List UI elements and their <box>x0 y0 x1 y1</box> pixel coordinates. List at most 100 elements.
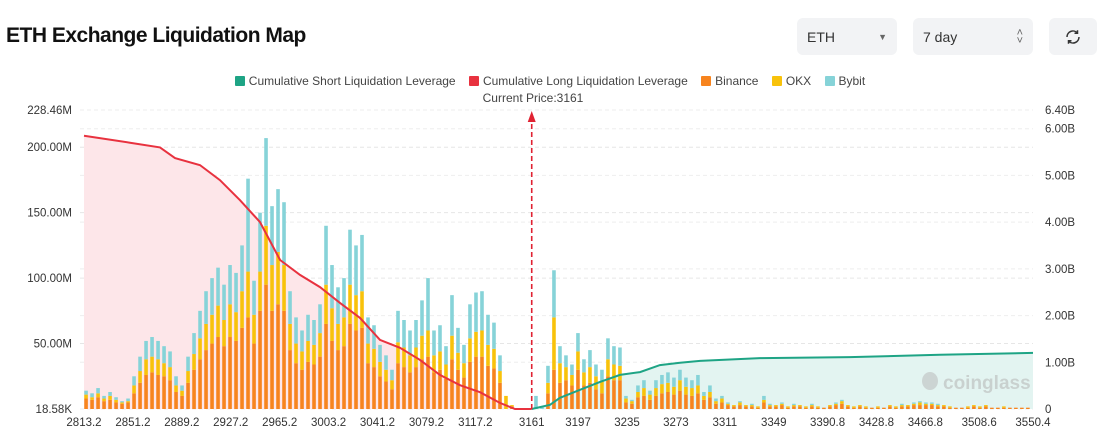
legend-swatch <box>824 76 835 86</box>
bar-okx <box>780 403 784 406</box>
bar-binance <box>234 340 238 409</box>
legend-swatch <box>701 76 712 86</box>
bar-binance <box>354 330 358 409</box>
bar-bybit <box>780 402 784 404</box>
y-left-tick-label: 150.00M <box>27 208 72 220</box>
bar-binance <box>492 368 496 409</box>
bar-okx <box>366 343 370 364</box>
bar-bybit <box>186 356 190 372</box>
bar-okx <box>696 385 700 394</box>
bar-binance <box>762 402 766 409</box>
legend-item-short[interactable]: Cumulative Short Liquidation Leverage <box>234 74 456 88</box>
bar-bybit <box>432 330 436 356</box>
bar-okx <box>576 351 580 370</box>
bar-okx <box>756 406 760 408</box>
bar-okx <box>138 371 142 383</box>
bar-okx <box>486 344 490 366</box>
bar-binance <box>432 372 436 409</box>
bar-bybit <box>468 304 472 339</box>
legend-item-binance[interactable]: Binance <box>701 74 758 88</box>
bar-binance <box>402 367 406 409</box>
bar-bybit <box>120 401 124 403</box>
bar-okx <box>420 335 424 360</box>
bar-okx <box>96 393 100 398</box>
bar-binance <box>1002 407 1006 409</box>
bar-binance <box>546 393 550 409</box>
bar-binance <box>240 327 244 409</box>
coin-select[interactable]: ETH ▼ <box>797 18 897 55</box>
bar-bybit <box>90 393 94 398</box>
bar-binance <box>462 377 466 409</box>
refresh-button[interactable] <box>1049 18 1097 55</box>
bar-binance <box>390 389 394 409</box>
bar-binance <box>126 402 130 409</box>
bar-binance <box>348 323 352 409</box>
bar-binance <box>168 380 172 409</box>
bar-binance <box>648 399 652 409</box>
bar-binance <box>990 407 994 409</box>
bar-bybit <box>570 364 574 375</box>
period-select-value: 7 day <box>923 28 958 45</box>
bar-bybit <box>498 355 502 372</box>
bar-okx <box>714 401 718 404</box>
bar-bybit <box>636 385 640 392</box>
bar-okx <box>744 405 748 407</box>
bar-binance <box>612 380 616 409</box>
bar-bybit <box>294 317 298 344</box>
bar-okx <box>804 406 808 408</box>
bar-okx <box>192 354 196 370</box>
bar-okx <box>324 284 328 324</box>
bar-bybit <box>342 278 346 318</box>
current-price-label: Current Price:3161 <box>482 91 584 105</box>
bar-okx <box>390 380 394 390</box>
bar-binance <box>870 407 874 409</box>
bar-binance <box>330 340 334 409</box>
x-tick-label: 3311 <box>712 417 737 427</box>
y-right-tick-label: 5.00B <box>1045 170 1075 182</box>
bar-okx <box>498 371 502 383</box>
x-tick-label: 2889.2 <box>164 417 199 427</box>
bar-binance <box>114 402 118 409</box>
bar-bybit <box>276 189 280 252</box>
bar-binance <box>372 367 376 409</box>
bar-binance <box>876 407 880 409</box>
bar-binance <box>924 405 928 409</box>
bar-binance <box>840 403 844 409</box>
legend-item-long[interactable]: Cumulative Long Liquidation Leverage <box>468 74 688 88</box>
bar-okx <box>624 398 628 403</box>
bar-binance <box>678 390 682 409</box>
bar-okx <box>750 405 754 407</box>
bar-okx <box>174 385 178 392</box>
bar-binance <box>108 399 112 409</box>
bar-bybit <box>210 278 214 315</box>
bar-okx <box>300 351 304 370</box>
bar-okx <box>384 369 388 382</box>
legend-label: Cumulative Long Liquidation Leverage <box>482 74 688 88</box>
bar-binance <box>750 406 754 409</box>
bar-bybit <box>558 346 562 364</box>
bar-okx <box>252 314 256 344</box>
legend-item-bybit[interactable]: Bybit <box>824 74 865 88</box>
bar-bybit <box>486 314 490 345</box>
bar-binance <box>138 382 142 409</box>
bar-binance <box>342 346 346 409</box>
y-right-tick-label: 3.00B <box>1045 264 1075 276</box>
bar-binance <box>900 406 904 409</box>
bar-okx <box>732 405 736 407</box>
bar-binance <box>822 407 826 409</box>
bar-binance <box>774 406 778 409</box>
bar-bybit <box>672 377 676 387</box>
bar-okx <box>846 405 850 407</box>
bar-binance <box>966 407 970 409</box>
x-tick-label: 3161 <box>519 417 545 427</box>
period-select[interactable]: 7 day ˄ ˅ <box>913 18 1033 55</box>
legend-item-okx[interactable]: OKX <box>771 74 811 88</box>
bar-bybit <box>306 314 310 341</box>
legend-label: Cumulative Short Liquidation Leverage <box>248 74 456 88</box>
bar-okx <box>186 371 190 383</box>
bar-bybit <box>402 320 406 348</box>
bar-bybit <box>750 403 754 406</box>
bar-okx <box>228 304 232 338</box>
bar-okx <box>864 406 868 408</box>
bar-okx <box>114 399 118 403</box>
